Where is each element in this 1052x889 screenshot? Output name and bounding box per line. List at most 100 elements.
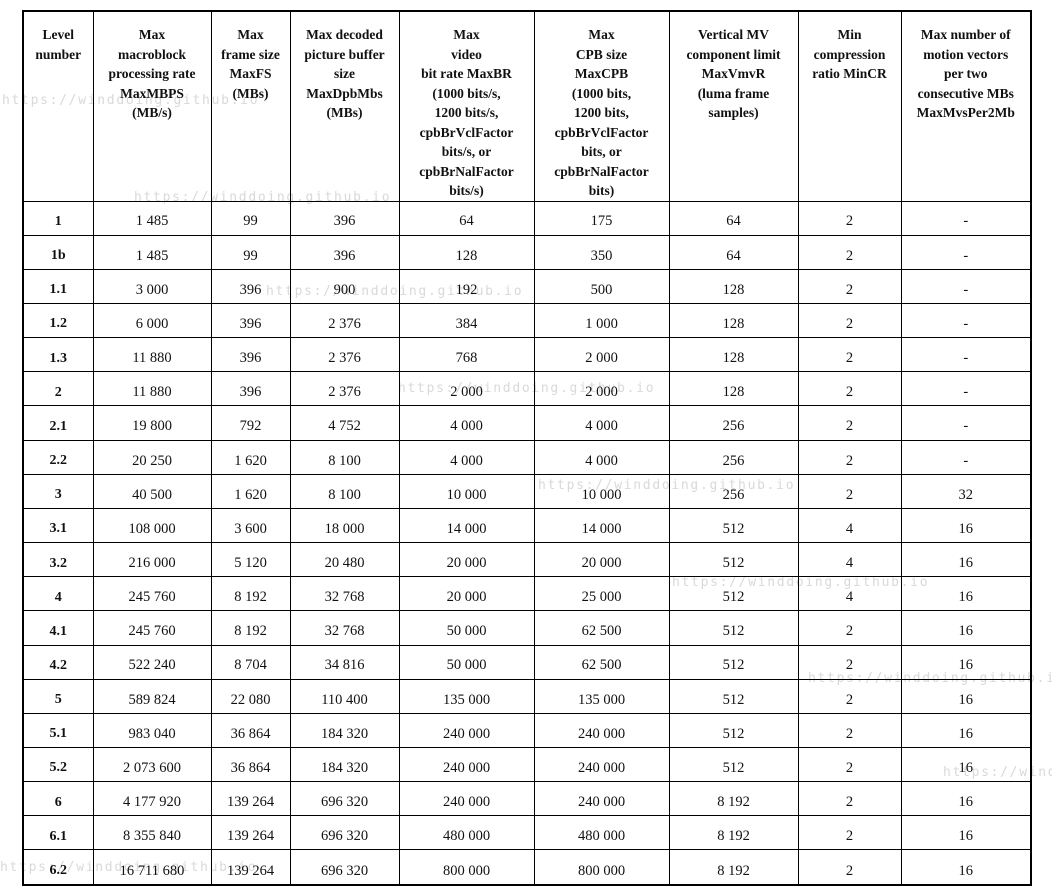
level-cell: 4.1 [22,610,94,646]
value-cell: - [900,234,1032,270]
value-cell: - [900,268,1032,304]
table-row-level-4: 4 245 760 8 192 32 768 20 000 25 000 512 4 16 [22,576,1032,612]
value-cell: 6 000 [92,302,212,339]
value-cell: 139 264 [210,849,291,886]
value-cell: 396 [289,200,400,236]
level-cell: 3.1 [22,507,94,544]
level-cell: 1 [22,200,94,236]
value-cell: 192 [398,268,535,304]
table-row-level-6.2: 6.2 16 711 680 139 264 696 320 800 000 800 00… [22,849,1032,886]
value-cell: 2 [797,815,902,851]
value-cell: 1 485 [92,200,212,236]
value-cell: 240 000 [533,781,670,817]
value-cell: 20 000 [533,542,670,578]
value-cell: 62 500 [533,610,670,646]
value-cell: 240 000 [533,712,670,749]
value-cell: 99 [210,200,291,236]
value-cell: 396 [210,337,291,373]
value-cell: 2 [797,371,902,407]
value-cell: 36 864 [210,712,291,749]
value-cell: 4 [797,542,902,578]
value-cell: 184 320 [289,712,400,749]
level-cell: 6.2 [22,849,94,886]
value-cell: 135 000 [398,678,535,714]
value-cell: 2 [797,849,902,886]
value-cell: 245 760 [92,610,212,646]
table-row-level-3: 3 40 500 1 620 8 100 10 000 10 000 256 2 32 [22,473,1032,509]
value-cell: 2 376 [289,371,400,407]
column-header-7: Min compression ratio MinCR [797,10,902,202]
value-cell: 4 [797,507,902,544]
level-cell: 6.1 [22,815,94,851]
value-cell: 2 000 [398,371,535,407]
value-cell: 4 000 [533,439,670,475]
value-cell: 2 000 [533,337,670,373]
value-cell: 256 [668,439,799,475]
value-cell: 240 000 [398,746,535,783]
value-cell: 800 000 [533,849,670,886]
level-cell: 1.3 [22,337,94,373]
value-cell: 522 240 [92,644,212,680]
value-cell: 480 000 [533,815,670,851]
value-cell: 4 [797,576,902,612]
value-cell: 396 [210,371,291,407]
value-cell: 2 [797,337,902,373]
level-cell: 4 [22,576,94,612]
value-cell: 36 864 [210,746,291,783]
value-cell: 2 [797,302,902,339]
value-cell: 11 880 [92,371,212,407]
value-cell: 32 [900,473,1032,509]
table-row-level-1.3: 1.3 11 880 396 2 376 768 2 000 128 2- [22,337,1032,373]
value-cell: 10 000 [533,473,670,509]
value-cell: 2 [797,439,902,475]
value-cell: 1 620 [210,439,291,475]
value-cell: 175 [533,200,670,236]
value-cell: 512 [668,542,799,578]
value-cell: - [900,200,1032,236]
table-row-level-6.1: 6.1 8 355 840 139 264 696 320 480 000 480 000… [22,815,1032,851]
level-cell: 2.2 [22,439,94,475]
table-row-level-1.1: 1.1 3 000 396 900 192 500 128 2- [22,268,1032,304]
value-cell: 2 376 [289,302,400,339]
value-cell: 2 000 [533,371,670,407]
value-cell: 792 [210,405,291,441]
value-cell: - [900,439,1032,475]
level-limits-table: Level number Max macroblock processing ra… [22,10,1032,886]
value-cell: 128 [668,268,799,304]
value-cell: 512 [668,610,799,646]
value-cell: 5 120 [210,542,291,578]
value-cell: 128 [668,371,799,407]
value-cell: 8 192 [668,849,799,886]
value-cell: 4 000 [533,405,670,441]
value-cell: 2 376 [289,337,400,373]
value-cell: 3 000 [92,268,212,304]
level-cell: 4.2 [22,644,94,680]
value-cell: 16 [900,781,1032,817]
value-cell: 8 100 [289,439,400,475]
value-cell: 480 000 [398,815,535,851]
value-cell: 2 [797,712,902,749]
value-cell: 14 000 [398,507,535,544]
value-cell: 900 [289,268,400,304]
value-cell: 256 [668,473,799,509]
level-cell: 2 [22,371,94,407]
value-cell: 16 [900,849,1032,886]
value-cell: 589 824 [92,678,212,714]
value-cell: 34 816 [289,644,400,680]
value-cell: 2 [797,781,902,817]
value-cell: - [900,405,1032,441]
level-cell: 5.2 [22,746,94,783]
level-cell: 5.1 [22,712,94,749]
level-cell: 1.1 [22,268,94,304]
value-cell: 16 [900,610,1032,646]
column-header-0: Level number [22,10,94,202]
value-cell: 8 192 [668,781,799,817]
value-cell: 768 [398,337,535,373]
value-cell: 2 [797,473,902,509]
value-cell: 50 000 [398,610,535,646]
value-cell: - [900,371,1032,407]
value-cell: 20 480 [289,542,400,578]
value-cell: 512 [668,644,799,680]
value-cell: 110 400 [289,678,400,714]
